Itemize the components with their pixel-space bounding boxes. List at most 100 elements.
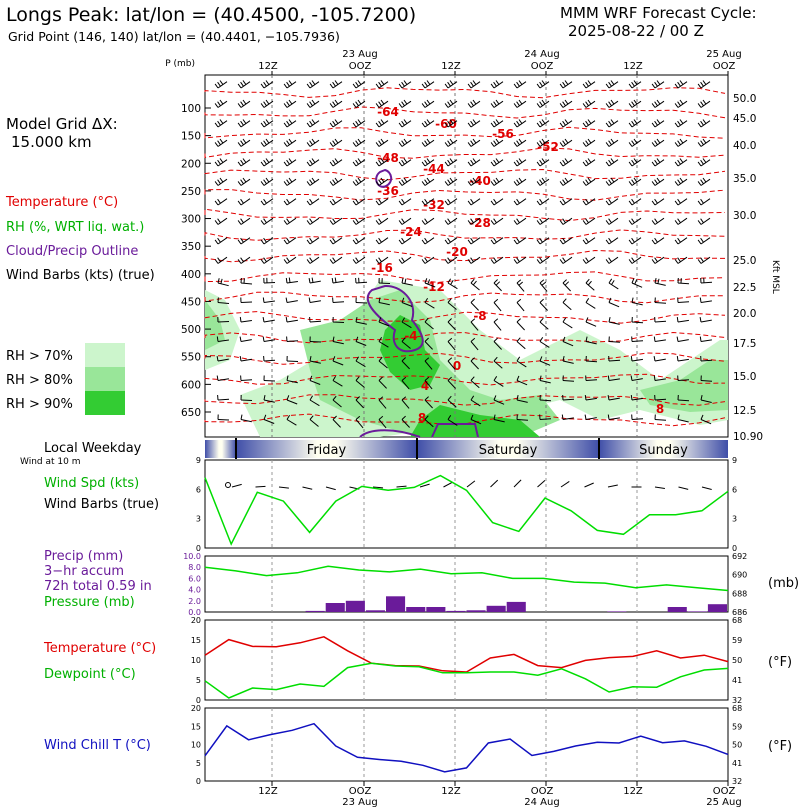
wind-barb-282 <box>631 316 644 324</box>
wind-barb-133 <box>237 198 251 206</box>
wind-barb-250 <box>401 297 413 307</box>
wind-barb-306 <box>676 336 689 342</box>
bottom-date-label-5: 25 Aug <box>706 797 741 808</box>
pressure-label-350: 350 <box>181 241 201 253</box>
model-grid-label: Model Grid ΔX: <box>6 115 118 133</box>
wind-barb-125 <box>559 177 573 186</box>
wind-barb-287 <box>239 336 252 342</box>
wind-barb-129 <box>651 177 665 186</box>
wind-barb-45 <box>237 119 251 128</box>
wind-barb-51 <box>375 119 389 128</box>
wind-barb-204 <box>352 256 366 264</box>
wind-barb-275 <box>470 318 479 331</box>
wind-barb-136 <box>306 198 320 206</box>
wind-barb-375 <box>240 414 252 423</box>
wind-barb-5 <box>329 80 343 89</box>
surface-wind-barb-16 <box>607 484 618 488</box>
wind-barb-42 <box>674 99 688 108</box>
wind-barb-342 <box>493 376 504 387</box>
precip-bar-24 <box>687 611 707 612</box>
temp-contour-label-19: 8 <box>656 402 664 416</box>
wind-barb-236 <box>585 278 595 291</box>
surface-wind-barb-7 <box>396 485 407 488</box>
wind-barb-121 <box>467 177 481 186</box>
top-time-label-1: OOZ <box>349 61 372 72</box>
chill-panel-frame <box>204 707 729 782</box>
precip-left-tick-2: 4.0 <box>188 586 201 595</box>
isotherm-5 <box>204 189 726 201</box>
wind-barb-294 <box>401 337 411 349</box>
wind-barb-186 <box>444 237 458 245</box>
wind-barb-312 <box>309 356 321 364</box>
wind-barb-269 <box>332 316 345 323</box>
model-label: MMM WRF Forecast Cycle: <box>560 4 757 22</box>
precip-bar-10 <box>406 607 426 612</box>
wind-barb-232 <box>493 279 502 292</box>
wind-barb-284 <box>676 317 689 323</box>
wind-barb-6 <box>352 80 366 89</box>
tempF-right-tick-4: 68 <box>732 616 742 625</box>
wind-barb-82 <box>582 138 596 147</box>
wind-barb-144 <box>490 198 504 206</box>
wind-barb-332 <box>263 375 276 382</box>
wind-barb-17 <box>605 80 619 89</box>
wind-barb-113 <box>283 177 297 186</box>
wind-barb-211 <box>513 256 527 264</box>
wind-barb-353 <box>240 394 253 401</box>
weekday-label-saturday: Saturday <box>479 443 538 458</box>
height-label-9: 15.0 <box>733 371 756 383</box>
wind-barb-271 <box>378 317 390 327</box>
surface-wind-barb-0 <box>231 483 242 488</box>
wind-barb-333 <box>286 375 298 384</box>
wind-barb-66 <box>214 138 228 147</box>
rh90-label: RH > 90% <box>6 397 73 412</box>
weekday-segment-2 <box>417 440 599 458</box>
wind-barb-317 <box>424 357 433 370</box>
wind-barb-117 <box>375 177 389 186</box>
temp-contour-label-8: -32 <box>423 198 445 212</box>
wind-barb-291 <box>332 336 344 345</box>
wind-barb-48 <box>306 119 320 128</box>
wind-barb-38 <box>582 99 596 108</box>
wind-barb-383 <box>424 415 434 428</box>
surface-wind-barb-6 <box>372 486 384 489</box>
surface-wind-barb-10 <box>466 480 476 488</box>
wind-barb-365 <box>516 394 528 403</box>
f-unit-label-2: (°F) <box>768 739 793 754</box>
wind-barb-373 <box>700 394 712 403</box>
isotherm-12 <box>204 331 726 344</box>
wind-barb-187 <box>467 237 481 245</box>
wind-barb-184 <box>398 237 412 245</box>
wind-barb-351 <box>700 375 713 382</box>
wind-barb-360 <box>401 396 410 409</box>
wind-barb-71 <box>329 138 343 147</box>
wind-barb-338 <box>401 376 410 390</box>
wind-barb-9 <box>421 80 435 89</box>
wind-barb-177 <box>237 237 251 245</box>
weekday-label-sunday: Sunday <box>639 443 688 458</box>
wind-barb-214 <box>582 256 596 264</box>
wind-barb-349 <box>653 375 666 381</box>
grid-point-label: Grid Point (146, 140) lat/lon = (40.4401… <box>8 29 340 44</box>
wind-barb-40 <box>628 99 642 108</box>
wind-barb-81 <box>559 138 573 147</box>
temp-contour-label-16: 0 <box>453 359 461 373</box>
wind-panel-frame <box>204 459 729 549</box>
wind-barb-323 <box>562 355 574 364</box>
wind-barb-79 <box>513 138 527 147</box>
wind-barb-384 <box>447 415 458 426</box>
wind-barb-357 <box>332 395 342 408</box>
wind-barb-254 <box>493 298 502 312</box>
wind-barb-272 <box>401 317 412 329</box>
wind-barb-1 <box>237 80 251 89</box>
wind-barb-2 <box>260 80 274 89</box>
weekday-segment-0 <box>205 440 236 458</box>
wind-barb-119 <box>421 177 435 186</box>
wind-barb-142 <box>444 198 458 206</box>
wind-barb-172 <box>628 217 642 225</box>
wind-barb-155 <box>237 217 251 225</box>
wind-barb-339 <box>424 376 433 390</box>
wind-barb-289 <box>286 336 299 342</box>
wind-barb-389 <box>561 414 574 420</box>
